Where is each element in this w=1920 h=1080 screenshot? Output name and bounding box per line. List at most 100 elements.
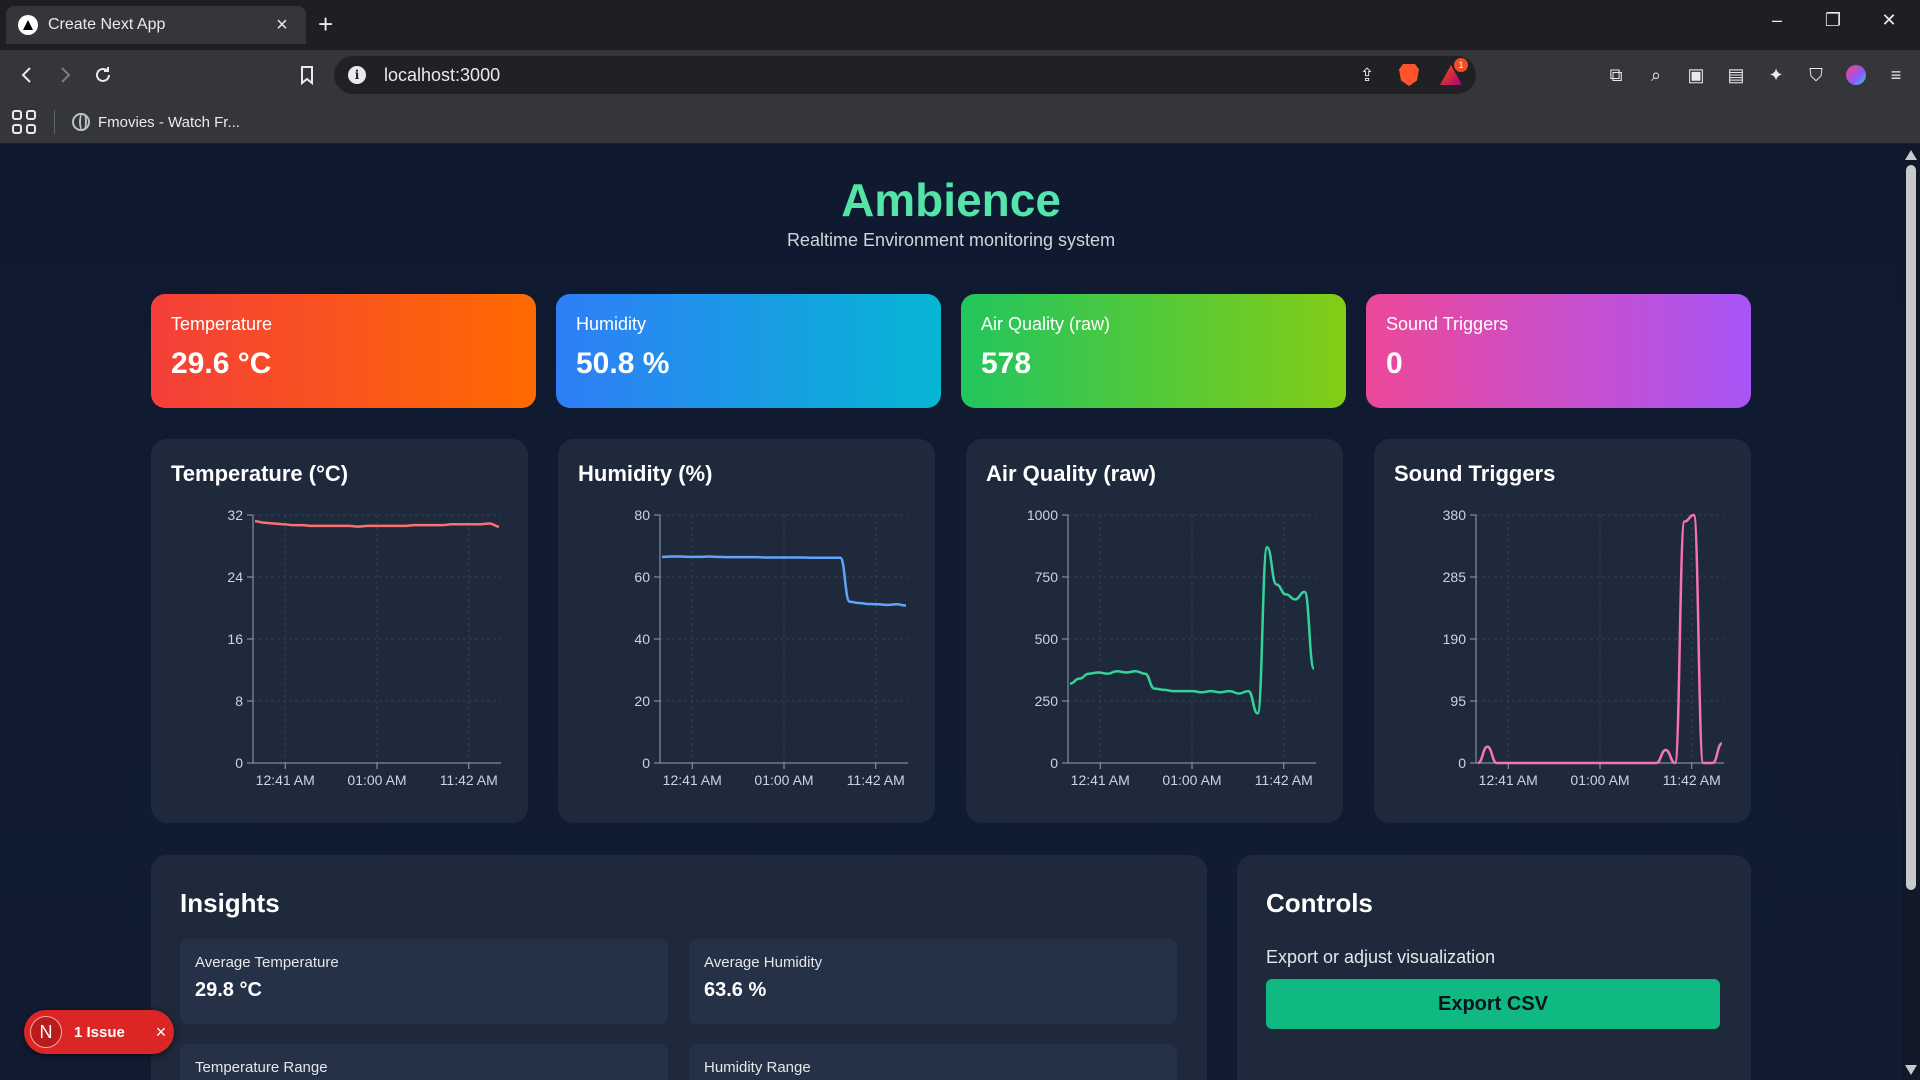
bookmarks-separator xyxy=(54,110,55,134)
insight-average-temperature: Average Temperature 29.8 °C xyxy=(180,939,668,1024)
y-tick-label: 0 xyxy=(642,755,650,771)
browser-tab[interactable]: Create Next App × xyxy=(6,6,306,44)
insights-panel: Insights Average Temperature 29.8 °C Ave… xyxy=(151,855,1207,1080)
y-tick-label: 500 xyxy=(1035,631,1059,647)
chart-title: Humidity (%) xyxy=(578,461,713,486)
controls-title: Controls xyxy=(1266,888,1373,918)
y-tick-label: 80 xyxy=(634,507,650,523)
x-tick-label: 12:41 AM xyxy=(663,772,722,788)
profile-icon[interactable] xyxy=(1844,63,1868,87)
y-tick-label: 1000 xyxy=(1027,507,1058,523)
insight-label: Temperature Range xyxy=(195,1059,328,1076)
x-tick-label: 01:00 AM xyxy=(347,772,406,788)
share-icon[interactable]: ⇪ xyxy=(1359,64,1375,85)
bookmark-fmovies[interactable]: Fmovies - Watch Fr... xyxy=(72,108,240,136)
y-tick-label: 20 xyxy=(634,693,650,709)
stat-card-sound-triggers: Sound Triggers 0 xyxy=(1366,294,1751,408)
chart-card-temperature: Temperature (°C) 0 8 16 24 32 12:41 AM 01:00 A… xyxy=(151,439,528,823)
stat-label: Sound Triggers xyxy=(1386,314,1509,334)
chart-title: Sound Triggers xyxy=(1394,461,1556,486)
controls-panel: Controls Export or adjust visualization … xyxy=(1237,855,1751,1080)
chart-card-sound-triggers: Sound Triggers 0 95 190 285 380 12:41 AM 01:00… xyxy=(1374,439,1751,823)
x-tick-label: 11:42 AM xyxy=(440,772,498,788)
scroll-thumb[interactable] xyxy=(1906,165,1916,890)
new-tab-icon[interactable]: + xyxy=(318,9,334,39)
insights-title: Insights xyxy=(180,888,280,918)
issue-count[interactable]: 1 Issue xyxy=(74,1023,125,1041)
x-tick-label: 11:42 AM xyxy=(847,772,905,788)
y-tick-label: 190 xyxy=(1443,631,1467,647)
y-tick-label: 40 xyxy=(634,631,650,647)
x-tick-label: 12:41 AM xyxy=(256,772,315,788)
chart-title: Air Quality (raw) xyxy=(986,461,1156,486)
insight-label: Average Temperature xyxy=(195,954,339,971)
humidity-chart: 0 20 40 60 80 12:41 AM 01:00 AM 11:42 AM xyxy=(634,507,908,788)
insight-temperature-range: Temperature Range xyxy=(180,1044,668,1080)
x-tick-label: 11:42 AM xyxy=(1255,772,1313,788)
tab-close-icon[interactable]: × xyxy=(276,13,288,36)
insight-value: 29.8 °C xyxy=(195,979,262,1001)
y-tick-label: 16 xyxy=(227,631,243,647)
page-viewport: Ambience Realtime Environment monitoring… xyxy=(0,145,1902,1080)
close-icon[interactable]: × xyxy=(155,1021,167,1042)
y-tick-label: 285 xyxy=(1443,569,1467,585)
stat-value: 0 xyxy=(1386,347,1403,380)
nextjs-issues-badge[interactable]: N 1 Issue × xyxy=(24,1010,174,1054)
bookmarks-bar: Fmovies - Watch Fr... xyxy=(0,100,1920,144)
restore-icon[interactable]: ❐ xyxy=(1824,10,1842,30)
y-tick-label: 32 xyxy=(227,507,243,523)
export-csv-button[interactable]: Export CSV xyxy=(1266,979,1720,1029)
insight-label: Humidity Range xyxy=(704,1059,811,1076)
vpn-shield-icon[interactable]: ⛉ xyxy=(1809,64,1823,85)
page-search-icon[interactable]: ⌕ xyxy=(1650,64,1662,85)
x-tick-label: 11:42 AM xyxy=(1663,772,1721,788)
back-icon[interactable] xyxy=(12,60,42,90)
close-window-icon[interactable]: ✕ xyxy=(1881,10,1897,30)
url-text: localhost:3000 xyxy=(384,64,501,85)
y-tick-label: 95 xyxy=(1450,693,1466,709)
scroll-up-icon[interactable] xyxy=(1905,150,1917,160)
stat-label: Humidity xyxy=(576,314,647,334)
series-line xyxy=(1069,545,1316,715)
x-tick-label: 01:00 AM xyxy=(754,772,813,788)
brave-rewards-icon[interactable]: 1 xyxy=(1440,58,1468,86)
menu-icon[interactable]: ≡ xyxy=(1890,64,1902,85)
y-tick-label: 380 xyxy=(1443,507,1467,523)
leo-ai-icon[interactable]: ✦ xyxy=(1768,64,1784,85)
stat-card-temperature: Temperature 29.6 °C xyxy=(151,294,536,408)
minimize-icon[interactable]: – xyxy=(1771,10,1782,30)
air-quality-chart: 0 250 500 750 1000 12:41 AM 01:00 AM 11:42 AM xyxy=(1027,507,1316,788)
reload-icon[interactable] xyxy=(88,60,118,90)
y-tick-label: 24 xyxy=(227,569,243,585)
x-tick-label: 01:00 AM xyxy=(1162,772,1221,788)
sidebar-icon[interactable]: ▣ xyxy=(1687,64,1705,85)
stat-value: 50.8 % xyxy=(576,347,670,380)
globe-icon xyxy=(72,113,90,131)
y-tick-label: 0 xyxy=(1050,755,1058,771)
bookmark-label: Fmovies - Watch Fr... xyxy=(98,113,240,131)
extensions-icon[interactable]: ⧉ xyxy=(1609,64,1623,85)
apps-grid-icon[interactable] xyxy=(12,110,36,134)
bookmark-icon[interactable] xyxy=(292,60,322,90)
y-tick-label: 0 xyxy=(235,755,243,771)
forward-icon[interactable] xyxy=(50,60,80,90)
address-bar[interactable]: i localhost:3000 ⇪ 1 xyxy=(334,56,1476,94)
app-title: Ambience xyxy=(0,173,1902,227)
temperature-chart: 0 8 16 24 32 12:41 AM 01:00 AM 11:42 AM xyxy=(227,507,501,788)
scroll-down-icon[interactable] xyxy=(1905,1065,1917,1075)
app-subtitle: Realtime Environment monitoring system xyxy=(786,230,1116,250)
y-tick-label: 8 xyxy=(235,693,243,709)
x-tick-label: 12:41 AM xyxy=(1071,772,1130,788)
series-line xyxy=(1477,513,1723,765)
y-tick-label: 0 xyxy=(1458,755,1466,771)
chart-title: Temperature (°C) xyxy=(171,461,349,486)
site-info-icon[interactable]: i xyxy=(348,66,366,84)
y-tick-label: 60 xyxy=(634,569,650,585)
brave-shields-icon[interactable] xyxy=(1398,64,1420,86)
stat-value: 29.6 °C xyxy=(171,347,272,380)
scrollbar[interactable] xyxy=(1902,145,1920,1080)
sound-triggers-chart: 0 95 190 285 380 12:41 AM 01:00 AM 11:42 AM xyxy=(1443,507,1724,788)
wallet-icon[interactable]: ▤ xyxy=(1727,64,1745,85)
rewards-badge: 1 xyxy=(1454,58,1468,72)
insight-humidity-range: Humidity Range xyxy=(689,1044,1177,1080)
